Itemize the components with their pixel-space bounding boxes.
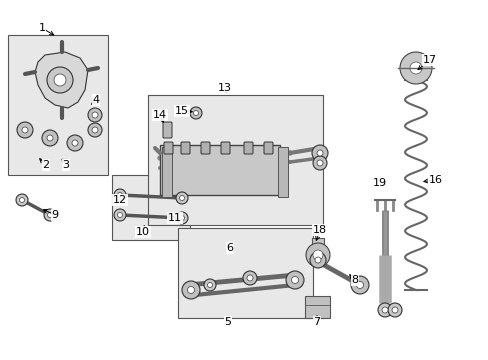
Circle shape: [391, 307, 397, 313]
Circle shape: [187, 287, 194, 293]
Circle shape: [312, 250, 323, 260]
Bar: [178, 228, 312, 318]
Circle shape: [350, 276, 368, 294]
Text: 7: 7: [313, 317, 320, 327]
Circle shape: [377, 303, 391, 317]
Circle shape: [72, 140, 78, 146]
Text: 14: 14: [153, 110, 167, 120]
Bar: [162, 147, 172, 197]
Circle shape: [179, 216, 184, 220]
Circle shape: [311, 145, 327, 161]
Circle shape: [381, 307, 387, 313]
Circle shape: [312, 156, 326, 170]
Circle shape: [291, 276, 298, 284]
Circle shape: [409, 62, 421, 74]
Circle shape: [316, 150, 323, 156]
Bar: [8, 35, 108, 175]
Circle shape: [20, 198, 24, 202]
FancyBboxPatch shape: [163, 122, 172, 138]
Circle shape: [309, 252, 325, 268]
Circle shape: [44, 209, 56, 221]
Circle shape: [176, 212, 187, 224]
Text: 10: 10: [136, 227, 150, 237]
Circle shape: [88, 123, 102, 137]
FancyBboxPatch shape: [201, 142, 209, 154]
Circle shape: [16, 194, 28, 206]
Circle shape: [399, 52, 431, 84]
Text: 18: 18: [312, 225, 326, 235]
Circle shape: [114, 209, 126, 221]
Circle shape: [117, 193, 122, 198]
Circle shape: [203, 279, 216, 291]
Circle shape: [207, 283, 212, 288]
Circle shape: [176, 192, 187, 204]
Circle shape: [92, 112, 98, 118]
Circle shape: [387, 303, 401, 317]
Circle shape: [22, 127, 28, 133]
FancyBboxPatch shape: [244, 142, 252, 154]
Polygon shape: [35, 52, 88, 108]
FancyBboxPatch shape: [264, 142, 272, 154]
Text: 2: 2: [42, 160, 49, 170]
Circle shape: [182, 281, 200, 299]
Circle shape: [316, 160, 323, 166]
Text: 1: 1: [39, 23, 45, 33]
Circle shape: [285, 271, 304, 289]
Circle shape: [356, 282, 363, 288]
Text: 4: 4: [92, 95, 100, 105]
Text: 16: 16: [428, 175, 442, 185]
FancyBboxPatch shape: [163, 142, 173, 154]
Text: 19: 19: [372, 178, 386, 188]
Circle shape: [47, 135, 53, 141]
Circle shape: [190, 107, 202, 119]
Circle shape: [42, 130, 58, 146]
Circle shape: [47, 212, 52, 217]
Text: 17: 17: [422, 55, 436, 65]
Circle shape: [117, 212, 122, 217]
Bar: [311, 238, 324, 252]
Bar: [148, 95, 323, 225]
FancyBboxPatch shape: [181, 142, 190, 154]
FancyBboxPatch shape: [221, 142, 229, 154]
Circle shape: [92, 127, 98, 133]
Text: 5: 5: [224, 317, 231, 327]
Circle shape: [243, 271, 257, 285]
Circle shape: [179, 195, 184, 201]
Text: 15: 15: [175, 106, 189, 116]
Bar: [112, 175, 190, 240]
Text: 11: 11: [168, 213, 182, 223]
Circle shape: [246, 275, 252, 281]
Text: 6: 6: [226, 243, 233, 253]
Bar: [305, 296, 329, 318]
Circle shape: [47, 67, 73, 93]
Text: 9: 9: [51, 210, 59, 220]
Bar: [160, 145, 280, 195]
Circle shape: [193, 111, 198, 116]
Circle shape: [114, 189, 126, 201]
Bar: [278, 147, 287, 197]
Text: 12: 12: [113, 195, 127, 205]
Circle shape: [314, 257, 320, 263]
Text: 8: 8: [351, 275, 358, 285]
Circle shape: [67, 135, 83, 151]
Circle shape: [305, 243, 329, 267]
Text: 3: 3: [62, 160, 69, 170]
Circle shape: [88, 108, 102, 122]
Text: 13: 13: [218, 83, 231, 93]
Circle shape: [54, 74, 66, 86]
Circle shape: [17, 122, 33, 138]
